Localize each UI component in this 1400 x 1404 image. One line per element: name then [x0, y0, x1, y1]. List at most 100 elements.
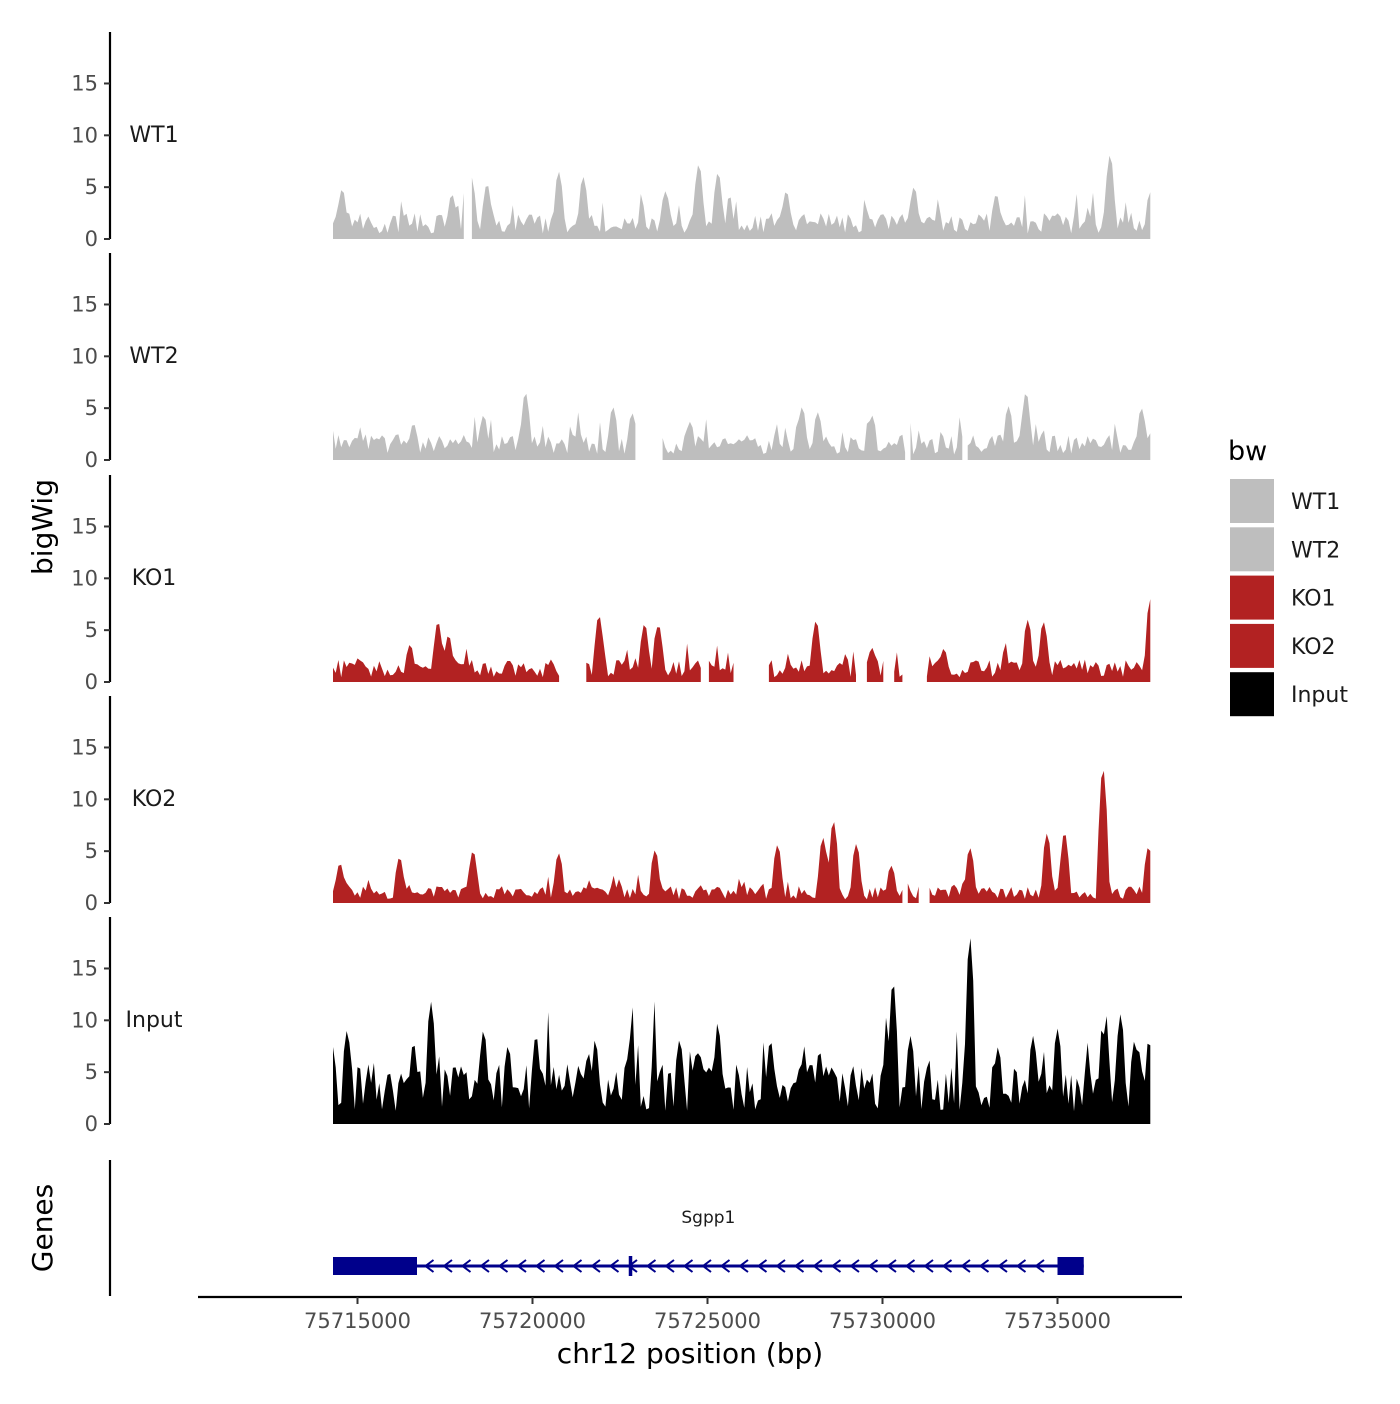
- legend-label-ko2: KO2: [1291, 635, 1336, 660]
- strand-arrow-icon: [738, 1259, 749, 1273]
- strand-arrow-icon: [534, 1259, 546, 1273]
- area-ko1: [333, 624, 560, 682]
- track-label: Input: [126, 1008, 183, 1033]
- area-input: [333, 938, 1151, 1124]
- legend-label-wt2: WT2: [1291, 538, 1340, 563]
- y-tick-label: 15: [71, 956, 98, 980]
- area-wt2: [967, 394, 1151, 460]
- y-tick-label: 5: [85, 175, 98, 199]
- strand-arrow-icon: [812, 1259, 823, 1273]
- area-wt1: [471, 155, 1151, 239]
- track-label: WT2: [129, 344, 178, 369]
- track-label: KO2: [132, 787, 177, 812]
- x-tick-label: 75720000: [479, 1309, 586, 1333]
- area-ko1: [586, 617, 701, 682]
- area-wt2: [662, 407, 906, 460]
- gene-exon: [333, 1257, 417, 1275]
- strand-arrow-icon: [590, 1259, 601, 1273]
- y-tick-label: 0: [85, 1112, 98, 1136]
- legend-key-ko1: [1230, 575, 1274, 620]
- strand-arrow-icon: [830, 1259, 842, 1273]
- gene-exon: [1057, 1257, 1084, 1275]
- y-tick-label: 0: [85, 448, 98, 472]
- legend-label-wt1: WT1: [1291, 490, 1340, 515]
- x-axis: 75715000 75720000 75725000 75730000 75735000: [198, 1295, 1182, 1333]
- y-tick-label: 15: [71, 514, 98, 538]
- gene-sgpp1: Sgpp1: [333, 1208, 1084, 1276]
- strand-arrow-icon: [497, 1259, 509, 1273]
- area-ko2: [333, 822, 903, 903]
- area-ko1: [894, 652, 903, 682]
- track-input: 0 5 10 15 Input: [71, 917, 1151, 1136]
- y-tick-label: 5: [85, 1060, 98, 1084]
- y-tick-label: 5: [85, 618, 98, 642]
- x-tick-label: 75715000: [304, 1309, 411, 1333]
- strand-arrow-icon: [849, 1259, 860, 1273]
- strand-arrow-icon: [701, 1259, 712, 1273]
- y-tick-label: 5: [85, 839, 98, 863]
- y-axis-title: bigWig: [26, 479, 59, 575]
- area-ko1: [708, 645, 734, 682]
- legend-label-ko1: KO1: [1291, 587, 1336, 612]
- gene-panel: Sgpp1: [108, 1160, 1084, 1296]
- gene-exon: [628, 1256, 633, 1276]
- x-tick-label: 75735000: [1004, 1309, 1111, 1333]
- bigwig-tracks: 0 5 10 15 WT1 0 5 10 15 WT2 0 5 10 15 KO1 0 5 10 15 KO2 0 5 10…: [71, 32, 1151, 1136]
- area-ko2: [907, 883, 919, 903]
- strand-arrow-icon: [793, 1259, 805, 1273]
- strand-arrow-icon: [719, 1259, 731, 1273]
- strand-arrow-icon: [460, 1259, 472, 1273]
- y-tick-label: 0: [85, 227, 98, 251]
- strand-arrow-icon: [571, 1259, 583, 1273]
- x-tick-label: 75730000: [829, 1309, 936, 1333]
- strand-arrow-icon: [442, 1259, 453, 1273]
- area-ko1: [866, 647, 884, 682]
- track-label: KO1: [132, 566, 177, 591]
- y-tick-label: 10: [71, 566, 98, 590]
- legend-key-wt2: [1230, 527, 1274, 572]
- y-tick-label: 15: [71, 292, 98, 316]
- legend: bw WT1 WT2 KO1 KO2 Input: [1228, 436, 1348, 717]
- strand-arrow-icon: [997, 1259, 1008, 1273]
- legend-label-input: Input: [1291, 683, 1348, 708]
- strand-arrow-icon: [867, 1259, 879, 1273]
- track-ko1: 0 5 10 15 KO1: [71, 475, 1151, 694]
- y-tick-label: 10: [71, 1008, 98, 1032]
- y-tick-label: 0: [85, 891, 98, 915]
- strand-arrow-icon: [423, 1259, 435, 1273]
- strand-arrow-icon: [978, 1259, 990, 1273]
- area-wt1: [333, 190, 464, 239]
- strand-arrow-icon: [886, 1259, 897, 1273]
- y-tick-label: 10: [71, 344, 98, 368]
- area-ko1: [926, 599, 1151, 682]
- legend-key-wt1: [1230, 479, 1274, 523]
- area-wt2: [910, 417, 963, 460]
- area-ko1: [768, 621, 856, 682]
- strand-arrow-icon: [960, 1259, 971, 1273]
- area-wt2: [333, 393, 636, 460]
- track-wt2: 0 5 10 15 WT2: [71, 253, 1151, 472]
- legend-title: bw: [1228, 436, 1267, 467]
- strand-arrow-icon: [904, 1259, 916, 1273]
- track-wt1: 0 5 10 15 WT1: [71, 32, 1151, 251]
- strand-arrow-icon: [923, 1259, 934, 1273]
- gene-name-label: Sgpp1: [681, 1208, 735, 1228]
- track-ko2: 0 5 10 15 KO2: [71, 696, 1151, 915]
- x-axis-title: chr12 position (bp): [557, 1337, 823, 1370]
- strand-arrow-icon: [941, 1259, 953, 1273]
- y-tick-label: 0: [85, 670, 98, 694]
- strand-arrow-icon: [756, 1259, 768, 1273]
- y-tick-label: 10: [71, 787, 98, 811]
- strand-arrow-icon: [1034, 1259, 1045, 1273]
- legend-key-input: [1230, 672, 1274, 717]
- genes-axis-title: Genes: [26, 1184, 59, 1272]
- strand-arrow-icon: [608, 1259, 620, 1273]
- strand-arrow-icon: [645, 1259, 657, 1273]
- y-tick-label: 10: [71, 123, 98, 147]
- legend-key-ko2: [1230, 623, 1274, 668]
- y-tick-label: 5: [85, 396, 98, 420]
- y-tick-label: 15: [71, 71, 98, 95]
- strand-arrow-icon: [479, 1259, 490, 1273]
- y-tick-label: 15: [71, 735, 98, 759]
